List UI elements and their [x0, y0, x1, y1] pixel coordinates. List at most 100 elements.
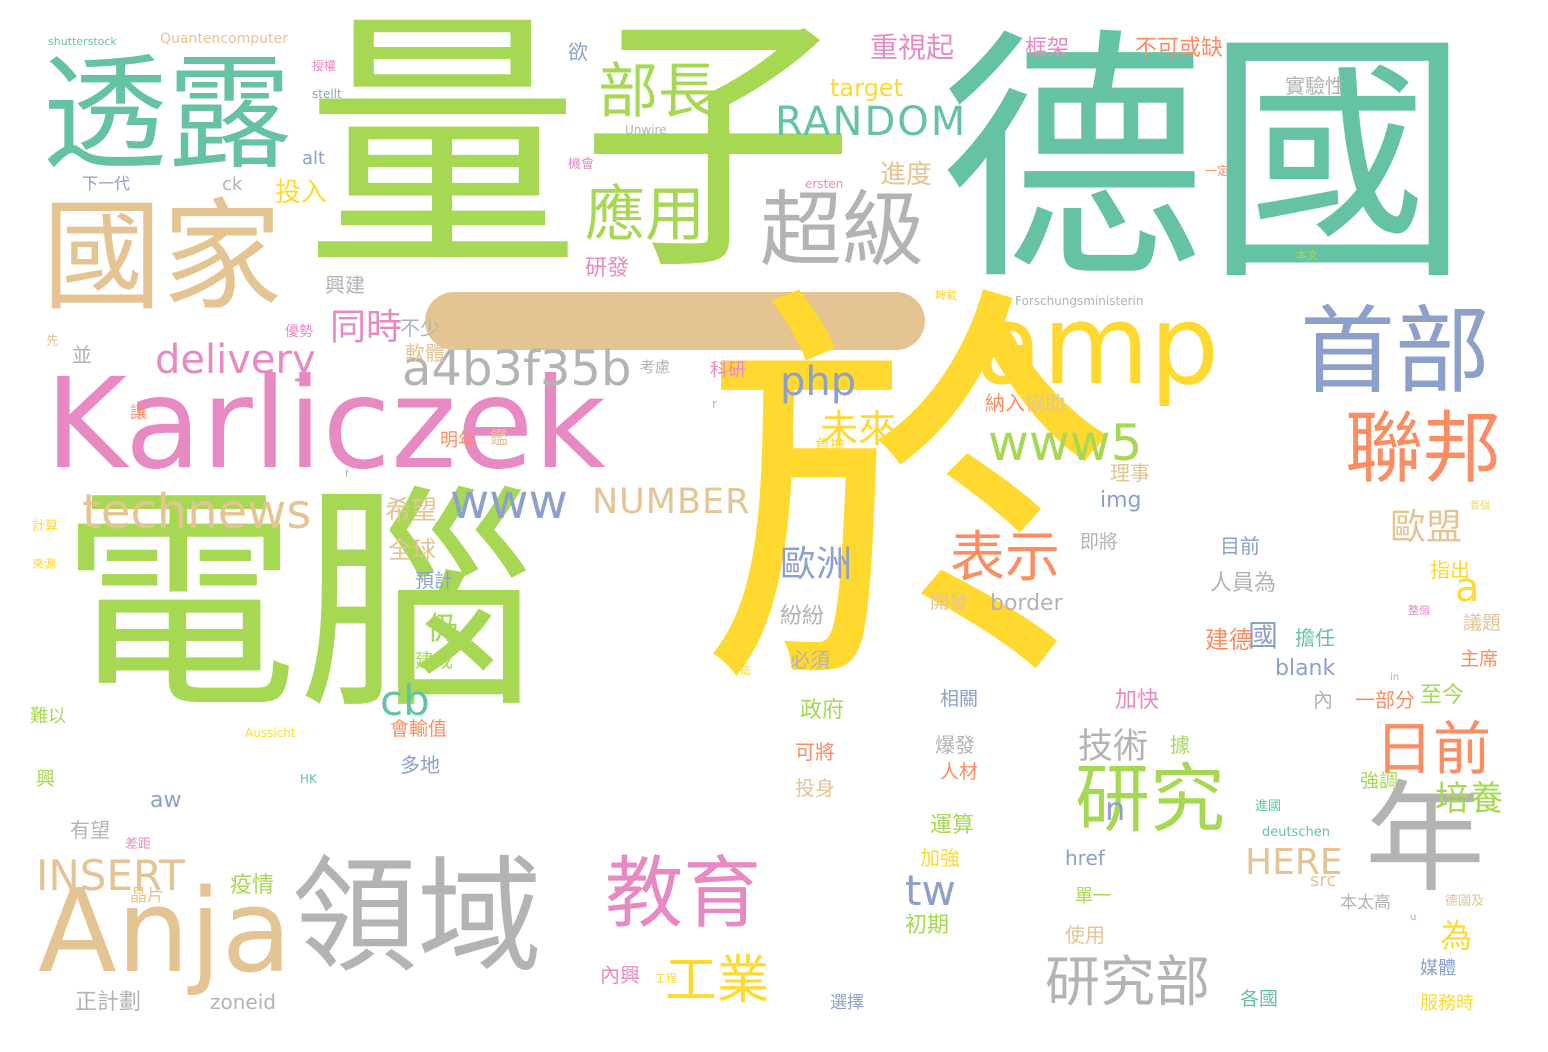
word-youwang: 有望 — [70, 818, 110, 842]
word-jinguo: 進國 — [1255, 799, 1282, 814]
word-yiqing: 疫情 — [230, 873, 275, 898]
word-jingpian: 晶片 — [130, 886, 164, 906]
word-alt: alt — [302, 148, 326, 169]
word-kejiang: 可將 — [795, 740, 835, 764]
word-yuji: 預計 — [415, 570, 454, 592]
word-nian: 年 — [1365, 770, 1485, 909]
word-yanjiubu: 研究部 — [1045, 950, 1211, 1014]
word-qiangdiao: 強調 — [1360, 770, 1399, 792]
word-src: src — [1310, 870, 1337, 891]
word-href: href — [1065, 846, 1105, 870]
long-dash-bar — [425, 292, 925, 350]
word-deguoji: 德國及 — [1445, 894, 1485, 909]
word-buzhang: 部長 — [598, 57, 718, 127]
word-amp: amp — [975, 281, 1220, 409]
word-shouge: 首個 — [1470, 501, 1490, 512]
word-zhuanzai: 轉載 — [935, 289, 957, 302]
word-hk: HK — [300, 772, 317, 786]
word-benwen: 本文 — [1296, 249, 1318, 262]
word-zhengfu: 政府 — [800, 698, 845, 723]
word-peiyang: 培養 — [1435, 779, 1503, 819]
word-u: u — [1410, 912, 1417, 923]
word-target: target — [830, 74, 903, 102]
word-unwire: Unwire — [625, 123, 667, 137]
word-a: a — [1455, 565, 1480, 611]
word-jiakuai: 加快 — [1115, 688, 1160, 713]
word-n: n — [1105, 790, 1126, 828]
word-danren: 擔任 — [1295, 626, 1335, 650]
word-jijiang: 即將 — [1080, 531, 1119, 553]
word-ju: 據 — [1170, 733, 1190, 757]
word-shiyong: 使用 — [1065, 923, 1105, 947]
word-karliczek: Karliczek — [45, 352, 606, 497]
word-shutterstock: shutterstock — [48, 35, 117, 48]
word-stellt: stellt — [312, 87, 342, 101]
word-zhongshiqi: 重視起 — [870, 31, 955, 64]
word-cb: cb — [380, 676, 430, 725]
word-zhuxi: 主席 — [1460, 648, 1499, 670]
word-ruanti: 軟體 — [405, 341, 445, 365]
word-mingnian: 明年 — [440, 430, 476, 451]
word-tw: tw — [905, 866, 956, 915]
word-laiyuan: 來源 — [32, 557, 57, 571]
word-yu2: 欲 — [568, 40, 588, 64]
word-diannao: 電腦 — [60, 465, 536, 742]
word-rang: 讓 — [130, 403, 147, 423]
word-insert: INSERT — [36, 851, 185, 900]
word-fudan: 負擔 — [815, 436, 846, 454]
word-gongcheng: 工程 — [655, 972, 677, 985]
word-yu: 於 — [700, 255, 1120, 744]
word-huishuzhi: 會輸值 — [390, 718, 448, 740]
word-anja: Anja — [38, 865, 292, 999]
word-yunsuan: 運算 — [930, 813, 975, 838]
word-aussicht: Aussicht — [245, 726, 296, 740]
word-xiayidai: 下一代 — [82, 174, 131, 193]
word-a4b3f35b: a4b3f35b — [402, 341, 632, 397]
word-fenfen: 紛紛 — [780, 604, 825, 629]
word-nei: 內 — [1313, 688, 1333, 712]
word-yiti: 議題 — [1463, 612, 1502, 634]
word-kaolv: 考慮 — [640, 358, 671, 376]
word-meiti: 媒體 — [1420, 958, 1456, 979]
word-danyi: 單一 — [1075, 886, 1111, 907]
word-gongye: 工業 — [665, 951, 770, 1011]
word-quantencomputer: Quantencomputer — [160, 31, 288, 47]
word-lingyu: 領域 — [292, 845, 542, 990]
word-wei: 為 — [1440, 917, 1473, 955]
word-chaju: 差距 — [125, 837, 152, 852]
word-naru: 納入 — [985, 391, 1025, 415]
word-zoneid: zoneid — [210, 990, 276, 1014]
word-bushao: 不少 — [400, 316, 440, 340]
word-muqian: 目前 — [1220, 534, 1260, 558]
word-jishu: 技術 — [1078, 727, 1149, 767]
word-duodi: 多地 — [400, 753, 440, 777]
word-yiding: 一定 — [1205, 164, 1230, 178]
word-number: NUMBER — [592, 482, 751, 522]
word-xian: 先 — [46, 334, 60, 349]
word-jindu: 進度 — [880, 160, 933, 190]
word-toushen: 投身 — [795, 776, 835, 800]
word-jiancheng: 建成 — [415, 650, 454, 672]
word-jiaoyu: 教育 — [605, 849, 762, 939]
word-r: r — [712, 397, 717, 411]
word-reng: 仍 — [427, 609, 460, 647]
word-jiaqiang: 加強 — [920, 846, 960, 870]
word-youshi: 優勢 — [285, 324, 313, 340]
word-renyuanwei: 人員為 — [1210, 571, 1277, 596]
word-yingyong: 應用 — [585, 180, 705, 250]
word-shoubu: 首部 — [1300, 297, 1491, 407]
word-ck: ck — [222, 174, 243, 195]
word-xiangguan: 相關 — [940, 688, 979, 710]
word-kaifa: 開發 — [930, 591, 969, 613]
word-chuqi: 初期 — [905, 913, 950, 938]
word-baofa: 爆發 — [935, 733, 975, 757]
word-zhijin: 至今 — [1420, 683, 1465, 708]
word-tongshi: 同時 — [330, 307, 403, 348]
word-guo: 國 — [1248, 619, 1278, 654]
word-www: www — [450, 474, 568, 530]
word-bixu: 必須 — [790, 648, 830, 672]
word-riqian: 日前 — [1375, 715, 1492, 783]
word-yanfa: 研發 — [585, 256, 630, 281]
word-aw: aw — [150, 788, 182, 813]
